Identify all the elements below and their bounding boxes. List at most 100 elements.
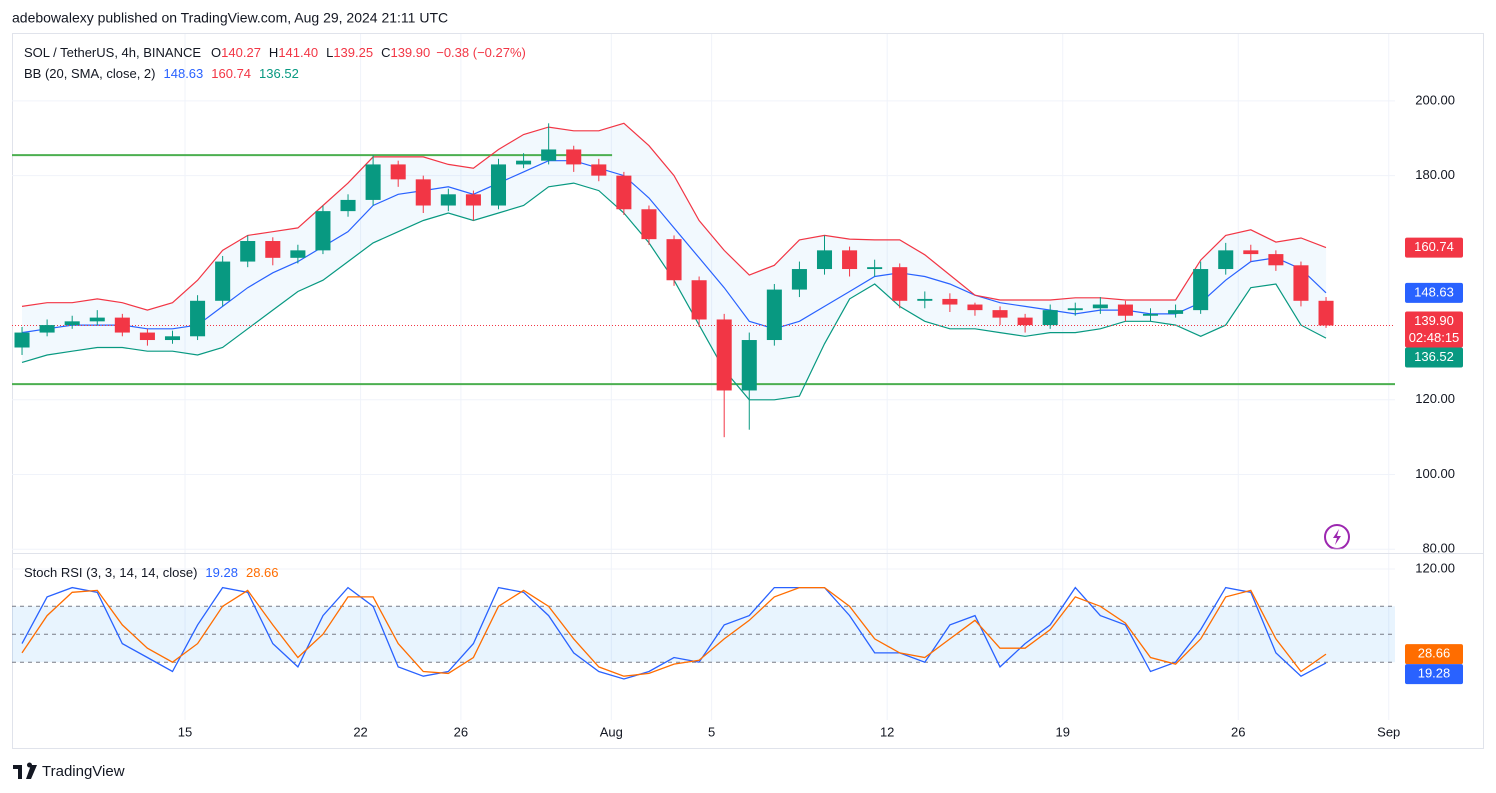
price-tag	[1405, 644, 1463, 665]
candle-body	[390, 164, 406, 180]
quote-value: 141.40	[278, 45, 318, 60]
tradingview-logo	[13, 762, 37, 779]
candle-body	[1142, 313, 1159, 316]
bb-value: 160.74	[211, 66, 251, 81]
quote-key: O	[211, 45, 221, 60]
price-tag	[1405, 664, 1463, 685]
candle-body	[215, 261, 231, 301]
candle-body	[666, 239, 682, 281]
candle-body	[1067, 308, 1083, 311]
price-tag-label: 19.28	[1418, 666, 1451, 681]
candle-body	[566, 149, 582, 165]
price-tag-label: 136.52	[1414, 349, 1454, 364]
quote-key: H	[269, 45, 278, 60]
candle-body	[716, 319, 732, 391]
candle-body	[1243, 250, 1259, 255]
candle-body	[315, 211, 331, 251]
lightning-button[interactable]	[1324, 524, 1350, 550]
stoch-line	[21, 586, 1327, 677]
y-tick-label: 200.00	[1415, 92, 1455, 107]
quote-key: L	[326, 45, 333, 60]
candle-body	[1268, 254, 1284, 266]
x-tick-label: 26	[1231, 724, 1245, 739]
candle-body	[139, 332, 155, 341]
candle-body	[290, 250, 306, 258]
symbol: SOL / TetherUS, 4h, BINANCE	[24, 45, 201, 60]
price-tag-label: 28.66	[1418, 646, 1451, 661]
stoch-legend: Stoch RSI (3, 3, 14, 14, close) 19.28 28.6…	[24, 565, 279, 580]
bb-legend: BB (20, SMA, close, 2) 148.63 160.74 136.52	[24, 66, 299, 81]
candle-body	[89, 317, 105, 322]
footer: TradingView	[42, 763, 125, 780]
candle-body	[1218, 250, 1234, 270]
candle-body	[791, 269, 807, 290]
candle-body	[992, 310, 1008, 318]
candle-body	[114, 317, 130, 333]
candle-body	[340, 199, 356, 212]
quote-value: 140.27	[221, 45, 261, 60]
frame	[12, 33, 1484, 749]
quote-key: C	[381, 45, 390, 60]
candle-body	[440, 194, 456, 206]
candle-body	[1117, 304, 1133, 316]
candle-body	[867, 267, 883, 270]
candle-body	[465, 194, 481, 206]
grid	[12, 34, 1395, 720]
price-tag-label: 148.63	[1414, 284, 1454, 299]
candle-body	[942, 298, 958, 305]
y-tick-label: 120.00	[1415, 560, 1455, 575]
quote-value: 139.25	[333, 45, 373, 60]
price-tag	[1405, 237, 1463, 258]
symbol-legend: SOL / TetherUS, 4h, BINANCE O140.27 H141.4…	[24, 45, 526, 60]
candle-body	[1017, 317, 1033, 326]
header: adebowalexy published on TradingView.com…	[12, 10, 448, 26]
indicator: BB (20, SMA, close, 2)	[24, 66, 156, 81]
price-tag-label: 160.74	[1414, 239, 1454, 254]
candle-body	[39, 325, 55, 333]
candle-body	[64, 321, 80, 326]
candle-body	[490, 164, 507, 206]
x-tick-label: Aug	[600, 724, 623, 739]
candle-body	[240, 241, 256, 262]
candle-body	[1293, 265, 1309, 301]
candle-body	[691, 280, 707, 320]
candle-body	[766, 289, 782, 341]
candle-body	[164, 336, 181, 341]
candle-body	[591, 164, 607, 176]
candle-body	[1193, 269, 1209, 311]
candle-body	[616, 175, 632, 210]
price-tag	[1405, 311, 1463, 348]
x-tick-label: 12	[880, 724, 894, 739]
candle-body	[415, 179, 431, 206]
bb-line	[21, 160, 1327, 334]
y-tick-label: 180.00	[1415, 167, 1455, 182]
stoch-line	[21, 586, 1327, 680]
bb-line	[21, 122, 1327, 311]
candle-body	[14, 332, 30, 348]
indicator: Stoch RSI (3, 3, 14, 14, close)	[24, 565, 197, 580]
candle-body	[917, 298, 933, 301]
candle-body	[967, 304, 983, 311]
stoch-value: 19.28	[205, 565, 238, 580]
quote-value: 139.90	[390, 45, 430, 60]
x-tick-label: Sep	[1377, 724, 1400, 739]
candle-body	[1318, 300, 1334, 326]
stoch-value: 28.66	[246, 565, 279, 580]
price-tag-label: 02:48:15	[1409, 330, 1460, 345]
x-tick-label: 5	[708, 724, 715, 739]
bb-value: 136.52	[259, 66, 299, 81]
x-tick-label: 15	[178, 724, 192, 739]
candle-body	[816, 250, 833, 270]
candle-body	[842, 250, 858, 270]
price-tag	[1405, 282, 1463, 303]
candle-body	[892, 267, 908, 301]
price-tag	[1405, 347, 1463, 368]
y-tick-label: 120.00	[1415, 391, 1455, 406]
candle-body	[190, 300, 206, 337]
x-tick-label: 19	[1055, 724, 1069, 739]
x-tick-label: 22	[353, 724, 367, 739]
candle-body	[365, 164, 381, 200]
candle-body	[516, 160, 532, 165]
